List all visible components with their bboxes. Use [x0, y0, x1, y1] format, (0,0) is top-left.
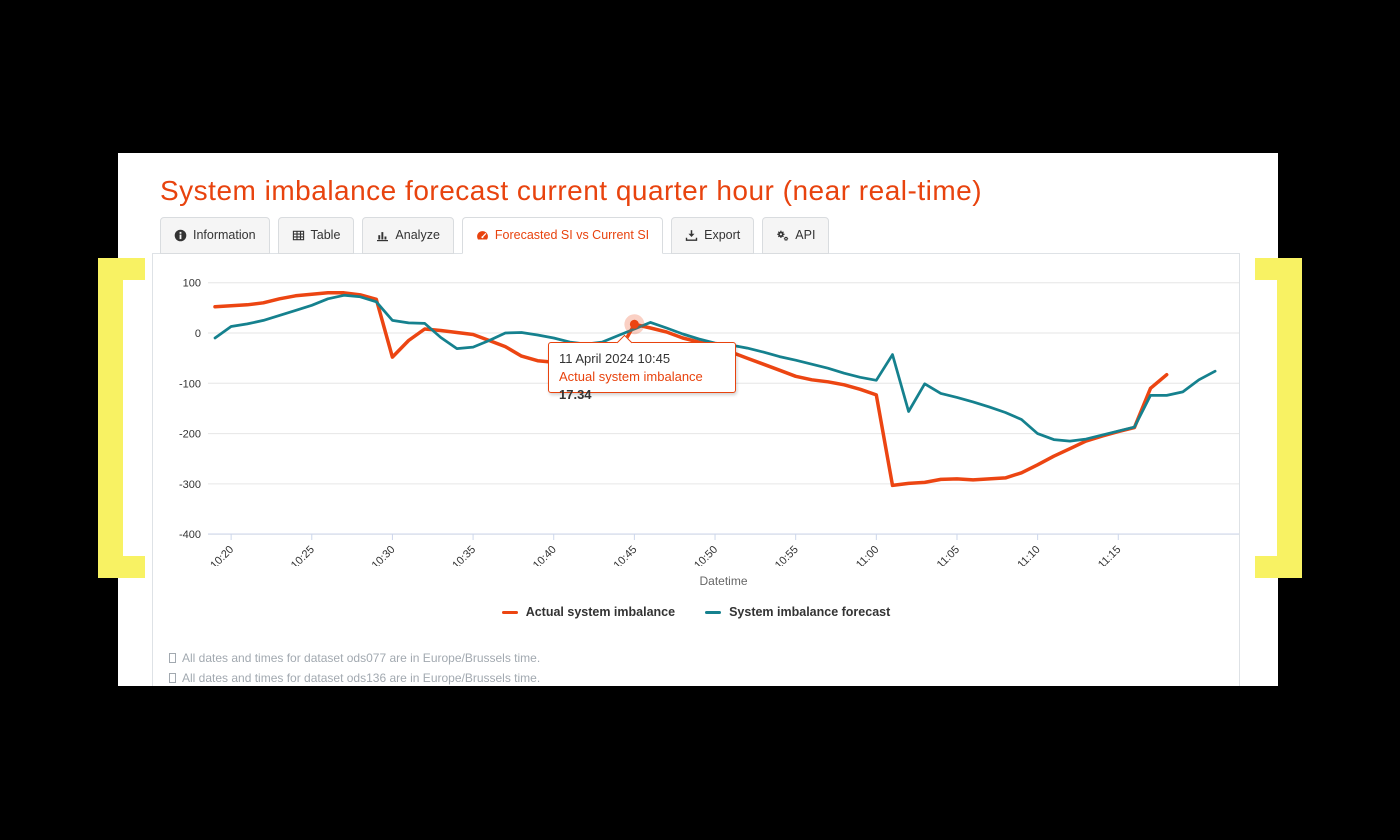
tooltip-series-label: Actual system imbalance — [559, 369, 703, 384]
export-icon — [685, 230, 698, 241]
legend-item-system-imbalance-forecast[interactable]: System imbalance forecast — [705, 605, 890, 619]
tab-label: Analyze — [395, 228, 440, 242]
x-axis-label: 11:15 — [1096, 544, 1123, 566]
chart-legend: Actual system imbalance System imbalance … — [153, 605, 1239, 619]
missing-glyph-icon — [169, 653, 176, 663]
x-axis-label: 10:45 — [612, 544, 640, 566]
gauge-icon — [477, 231, 488, 240]
highlight-bracket-right — [1255, 258, 1302, 578]
x-axis-label: 10:55 — [773, 544, 801, 566]
analyze-icon — [377, 232, 389, 242]
x-axis-label: 11:05 — [935, 544, 962, 566]
legend-dash-icon — [705, 610, 722, 614]
marker-dot-icon — [629, 319, 639, 329]
dataset-note: All dates and times for dataset ods136 a… — [169, 668, 540, 686]
tab-label: Table — [310, 228, 341, 242]
series-line-actual — [213, 291, 1169, 488]
tab-label: Information — [193, 228, 256, 242]
y-axis-label: -100 — [179, 378, 201, 390]
cogs-icon — [777, 230, 789, 241]
info-icon — [174, 229, 187, 242]
tab-label: API — [795, 228, 816, 242]
y-axis-label: -200 — [179, 429, 201, 441]
dataset-note: All dates and times for dataset ods077 a… — [169, 648, 540, 668]
tab-label: Export — [704, 228, 741, 242]
table-icon — [292, 230, 304, 241]
tab-export[interactable]: Export — [671, 217, 755, 254]
x-axis-label: 10:25 — [289, 544, 317, 566]
tooltip-value: 17.34 — [559, 387, 592, 402]
dataset-notes: All dates and times for dataset ods077 a… — [169, 648, 540, 686]
legend-dash-icon — [501, 610, 518, 614]
tooltip-datetime: 11 April 2024 10:45 — [559, 351, 671, 366]
legend-label: System imbalance forecast — [729, 605, 891, 619]
tab-bar: Information Table Analyze Forecasted SI vs … — [160, 217, 1278, 254]
tooltip-series-row: Actual system imbalance 17.34 — [559, 368, 725, 404]
x-axis-label: 10:50 — [692, 544, 720, 566]
x-axis-title: Datetime — [699, 574, 748, 588]
chart-tooltip: 11 April 2024 10:45 Actual system imbala… — [548, 334, 736, 402]
y-axis-label: -300 — [179, 479, 201, 491]
page-title: System imbalance forecast current quarte… — [160, 175, 983, 206]
note-text: All dates and times for dataset ods136 a… — [182, 671, 541, 685]
x-axis-label: 10:40 — [531, 544, 559, 566]
missing-glyph-icon — [169, 673, 176, 683]
y-axis-label: 100 — [183, 278, 201, 290]
x-axis-label: 10:30 — [370, 544, 398, 566]
tab-api[interactable]: API — [762, 217, 830, 254]
x-axis-label: 11:10 — [1015, 544, 1042, 566]
legend-item-actual-system-imbalance[interactable]: Actual system imbalance — [501, 605, 676, 619]
tab-table[interactable]: Table — [277, 217, 355, 254]
note-text: All dates and times for dataset ods077 a… — [182, 651, 541, 665]
y-axis-label: 0 — [195, 328, 201, 340]
app-page: System imbalance forecast current quarte… — [118, 153, 1278, 686]
x-axis-label: 10:35 — [450, 544, 478, 566]
legend-label: Actual system imbalance — [525, 605, 676, 619]
y-axis-label: -400 — [179, 529, 201, 541]
x-axis-label: 11:00 — [854, 544, 881, 566]
tab-information[interactable]: Information — [160, 217, 270, 254]
chart-plot-area[interactable]: 100 0 -100 -200 -300 -400 10:20 10:25 10:30 10:35… — [153, 254, 1239, 566]
tab-label: Forecasted SI vs Current SI — [494, 228, 650, 242]
highlight-bracket-left — [98, 258, 145, 578]
line-chart-svg: 100 0 -100 -200 -300 -400 10:20 10:25 10:30 10:35… — [179, 278, 1239, 566]
x-axis-label: 10:20 — [208, 544, 236, 566]
tab-forecasted-si-vs-current-si[interactable]: Forecasted SI vs Current SI — [461, 217, 664, 254]
tab-analyze[interactable]: Analyze — [362, 217, 454, 254]
chart-card: 100 0 -100 -200 -300 -400 10:20 10:25 10:30 10:35… — [152, 253, 1240, 686]
